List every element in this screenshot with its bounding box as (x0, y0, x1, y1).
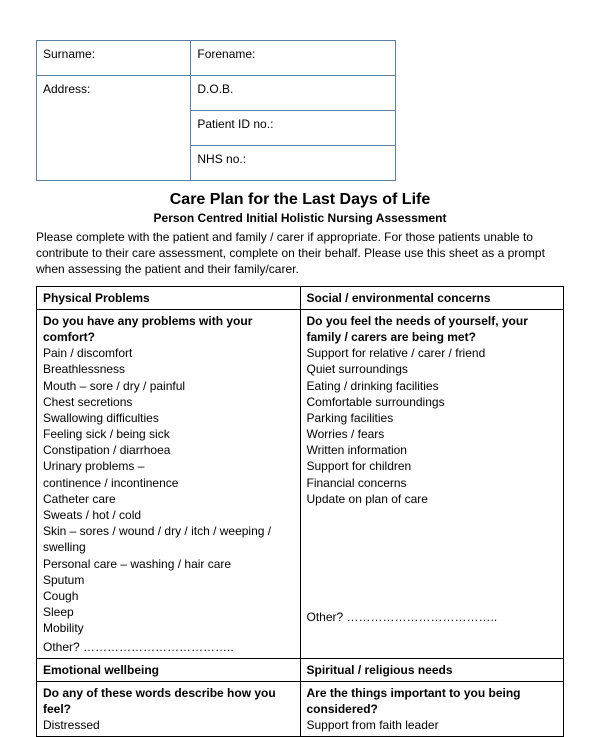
patient-info-table: Surname: Forename: Address: D.O.B. Patie… (36, 40, 396, 181)
list-item: continence / incontinence (43, 475, 294, 491)
list-item: Eating / drinking facilities (307, 378, 558, 394)
address-cell[interactable]: Address: (37, 76, 191, 181)
spiritual-header: Spiritual / religious needs (300, 658, 564, 681)
spiritual-question: Are the things important to you being co… (307, 685, 558, 717)
social-items: Support for relative / carer / friendQui… (307, 345, 558, 507)
list-item: Mouth – sore / dry / painful (43, 378, 294, 394)
list-item: Mobility (43, 620, 294, 636)
list-item: Urinary problems – (43, 458, 294, 474)
list-item: Swallowing difficulties (43, 410, 294, 426)
list-item: Parking facilities (307, 410, 558, 426)
list-item: Cough (43, 588, 294, 604)
dob-cell[interactable]: D.O.B. (191, 76, 396, 111)
list-item: Catheter care (43, 491, 294, 507)
list-item: Distressed (43, 717, 294, 733)
social-body: Do you feel the needs of yourself, your … (300, 309, 564, 658)
list-item: Update on plan of care (307, 491, 558, 507)
list-item: Support from faith leader (307, 717, 558, 733)
spiritual-body: Are the things important to you being co… (300, 681, 564, 737)
physical-other: Other? ……………………………….. (43, 639, 294, 655)
list-item: Financial concerns (307, 475, 558, 491)
social-header: Social / environmental concerns (300, 286, 564, 309)
surname-cell[interactable]: Surname: (37, 41, 191, 76)
list-item: Sweats / hot / cold (43, 507, 294, 523)
list-item: Personal care – washing / hair care (43, 556, 294, 572)
page-title: Care Plan for the Last Days of Life (36, 191, 564, 209)
list-item: Constipation / diarrhoea (43, 442, 294, 458)
social-other: Other? ……………………………….. (307, 609, 558, 625)
emotional-header: Emotional wellbeing (37, 658, 301, 681)
list-item: Comfortable surroundings (307, 394, 558, 410)
list-item: Written information (307, 442, 558, 458)
physical-question: Do you have any problems with your comfo… (43, 313, 294, 345)
list-item: Feeling sick / being sick (43, 426, 294, 442)
physical-body: Do you have any problems with your comfo… (37, 309, 301, 658)
list-item: Skin – sores / wound / dry / itch / weep… (43, 523, 294, 555)
list-item: Support for relative / carer / friend (307, 345, 558, 361)
emotional-question: Do any of these words describe how you f… (43, 685, 294, 717)
list-item: Quiet surroundings (307, 361, 558, 377)
instructions-text: Please complete with the patient and fam… (36, 229, 564, 278)
assessment-table: Physical Problems Social / environmental… (36, 286, 564, 737)
spiritual-items: Support from faith leader (307, 717, 558, 733)
patient-id-cell[interactable]: Patient ID no.: (191, 111, 396, 146)
list-item: Sleep (43, 604, 294, 620)
page-subtitle: Person Centred Initial Holistic Nursing … (36, 211, 564, 225)
forename-cell[interactable]: Forename: (191, 41, 396, 76)
list-item: Support for children (307, 458, 558, 474)
list-item: Pain / discomfort (43, 345, 294, 361)
physical-header: Physical Problems (37, 286, 301, 309)
social-question: Do you feel the needs of yourself, your … (307, 313, 558, 345)
list-item: Chest secretions (43, 394, 294, 410)
list-item: Breathlessness (43, 361, 294, 377)
nhs-cell[interactable]: NHS no.: (191, 146, 396, 181)
emotional-items: Distressed (43, 717, 294, 733)
physical-items: Pain / discomfortBreathlessnessMouth – s… (43, 345, 294, 636)
list-item: Sputum (43, 572, 294, 588)
list-item: Worries / fears (307, 426, 558, 442)
emotional-body: Do any of these words describe how you f… (37, 681, 301, 737)
